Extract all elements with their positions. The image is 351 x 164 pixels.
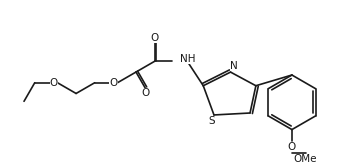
Text: OMe: OMe: [294, 154, 317, 164]
Text: O: O: [141, 88, 149, 98]
Text: O: O: [110, 78, 118, 88]
Text: O: O: [151, 33, 159, 43]
Text: O: O: [288, 142, 296, 152]
Text: N: N: [230, 61, 237, 71]
Text: S: S: [209, 116, 216, 126]
Text: O: O: [49, 78, 58, 88]
Text: NH: NH: [179, 54, 195, 64]
